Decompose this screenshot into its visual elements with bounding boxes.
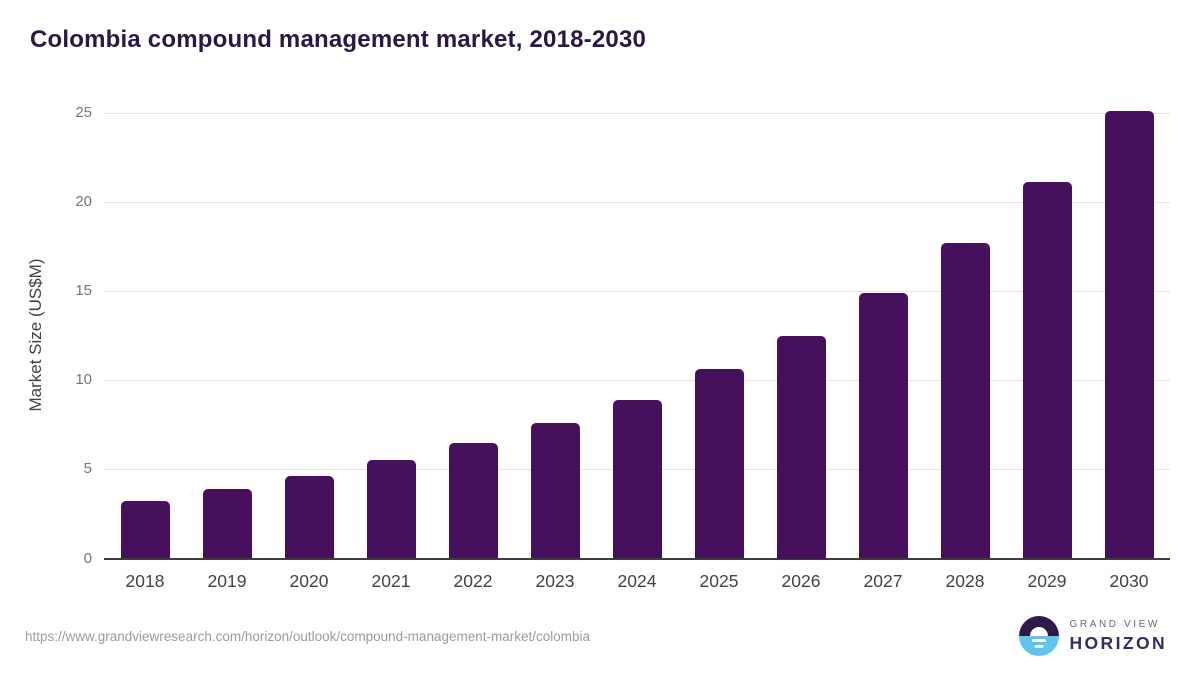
x-tick-label: 2022 (453, 570, 493, 591)
brand-text: GRAND VIEW HORIZON (1070, 619, 1168, 654)
gridline (104, 112, 1170, 114)
y-tick-label: 15 (75, 281, 92, 299)
bar-2024[interactable] (612, 399, 662, 559)
bar-2018[interactable] (120, 501, 170, 559)
bar-2026[interactable] (776, 335, 826, 559)
bar-2028[interactable] (940, 242, 990, 559)
bar-2020[interactable] (284, 476, 334, 559)
bar-2019[interactable] (202, 488, 252, 559)
brand-name-grand-view: GRAND VIEW (1069, 618, 1160, 630)
gridline (104, 290, 1170, 292)
logo-reflection-line (1034, 645, 1043, 648)
x-tick-label: 2025 (699, 570, 739, 591)
bar-2030[interactable] (1104, 110, 1154, 559)
x-tick-label: 2029 (1027, 570, 1067, 591)
bar-2025[interactable] (694, 369, 744, 559)
x-tick-label: 2024 (617, 570, 657, 591)
logo-sun-half (1018, 616, 1059, 636)
logo-sea-half (1018, 636, 1059, 656)
bar-2022[interactable] (448, 442, 498, 559)
y-tick-label: 0 (83, 549, 92, 567)
x-tick-label: 2019 (207, 570, 247, 591)
brand-name-horizon: HORIZON (1069, 632, 1167, 653)
source-url: https://www.grandviewresearch.com/horizo… (25, 629, 591, 644)
bar-2023[interactable] (530, 422, 580, 559)
x-axis-line (104, 557, 1170, 560)
y-tick-label: 5 (83, 460, 92, 478)
x-tick-label: 2021 (371, 570, 411, 591)
x-tick-label: 2026 (781, 570, 821, 591)
x-tick-label: 2023 (535, 570, 575, 591)
x-tick-label: 2020 (289, 570, 329, 591)
bar-2029[interactable] (1022, 182, 1072, 559)
y-tick-label: 10 (75, 371, 92, 389)
y-tick-label: 25 (75, 103, 92, 121)
y-tick-label: 20 (75, 192, 92, 210)
chart-title: Colombia compound management market, 201… (30, 26, 647, 53)
horizon-logo-icon (1018, 616, 1059, 656)
brand-logo: GRAND VIEW HORIZON (1018, 616, 1168, 656)
x-tick-label: 2018 (125, 570, 165, 591)
x-tick-label: 2027 (863, 570, 903, 591)
x-tick-label: 2028 (945, 570, 985, 591)
x-tick-label: 2030 (1109, 570, 1149, 591)
bar-2021[interactable] (366, 460, 416, 559)
logo-reflection-line (1031, 639, 1046, 642)
logo-sun-arch (1029, 627, 1048, 636)
gridline (104, 201, 1170, 203)
bar-2027[interactable] (858, 292, 908, 559)
gridline (104, 380, 1170, 382)
